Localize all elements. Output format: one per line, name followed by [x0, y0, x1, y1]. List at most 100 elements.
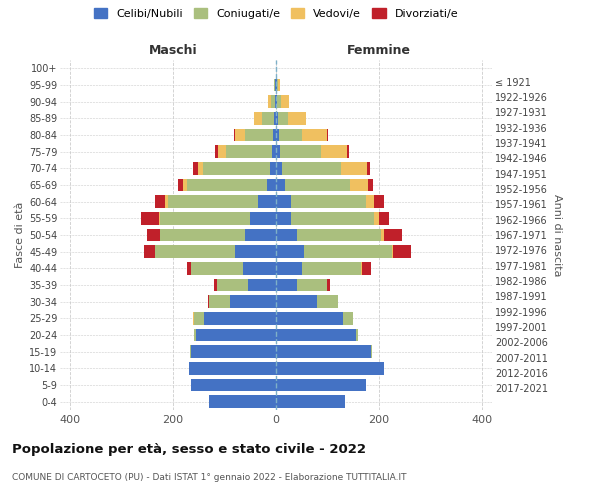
Bar	[191, 379, 276, 391]
Bar	[268, 96, 271, 108]
Bar	[155, 196, 166, 208]
Bar	[147, 229, 160, 241]
Bar	[272, 146, 276, 158]
Bar	[234, 129, 235, 141]
Bar	[194, 329, 196, 341]
Bar	[187, 179, 267, 192]
Bar	[292, 212, 374, 224]
Bar	[193, 162, 198, 174]
Bar	[209, 396, 276, 408]
Bar	[384, 229, 402, 241]
Bar	[274, 79, 275, 92]
Bar	[160, 212, 250, 224]
Bar	[245, 129, 274, 141]
Bar	[276, 279, 296, 291]
Bar	[245, 229, 276, 241]
Bar	[374, 196, 384, 208]
Bar	[183, 179, 187, 192]
Bar	[276, 229, 296, 241]
Bar	[276, 329, 356, 341]
Bar	[235, 129, 245, 141]
Bar	[276, 246, 304, 258]
Bar	[392, 246, 393, 258]
Bar	[188, 362, 276, 374]
Bar	[155, 246, 235, 258]
Bar	[382, 229, 384, 241]
Bar	[362, 262, 371, 274]
Bar	[285, 179, 350, 192]
Bar	[276, 312, 343, 324]
Bar	[248, 279, 276, 291]
Bar	[278, 129, 302, 141]
Bar	[194, 312, 204, 324]
Bar	[191, 262, 242, 274]
Bar	[193, 312, 194, 324]
Bar	[276, 179, 285, 192]
Bar	[230, 296, 276, 308]
Bar	[281, 96, 289, 108]
Bar	[276, 362, 384, 374]
Bar	[208, 296, 209, 308]
Bar	[214, 279, 217, 291]
Bar	[190, 346, 191, 358]
Bar	[271, 96, 275, 108]
Bar	[292, 196, 366, 208]
Bar	[296, 279, 328, 291]
Bar	[168, 196, 258, 208]
Legend: Celibi/Nubili, Coniugati/e, Vedovi/e, Divorziati/e: Celibi/Nubili, Coniugati/e, Vedovi/e, Di…	[94, 8, 458, 19]
Bar	[350, 179, 368, 192]
Bar	[341, 162, 367, 174]
Bar	[215, 146, 218, 158]
Bar	[276, 379, 366, 391]
Bar	[361, 262, 362, 274]
Bar	[304, 246, 392, 258]
Bar	[178, 179, 183, 192]
Bar	[242, 262, 276, 274]
Bar	[302, 262, 361, 274]
Bar	[276, 346, 371, 358]
Bar	[371, 346, 372, 358]
Bar	[145, 246, 155, 258]
Bar	[328, 279, 330, 291]
Bar	[278, 112, 288, 124]
Bar	[226, 146, 272, 158]
Bar	[276, 112, 278, 124]
Bar	[296, 229, 382, 241]
Bar	[366, 196, 374, 208]
Bar	[282, 162, 341, 174]
Bar	[280, 146, 321, 158]
Bar	[191, 346, 276, 358]
Bar	[159, 212, 160, 224]
Bar	[160, 229, 245, 241]
Bar	[393, 246, 411, 258]
Bar	[270, 162, 276, 174]
Bar	[276, 296, 317, 308]
Bar	[276, 262, 302, 274]
Bar	[203, 162, 270, 174]
Bar	[374, 212, 379, 224]
Bar	[218, 146, 226, 158]
Y-axis label: Fasce di età: Fasce di età	[14, 202, 25, 268]
Bar	[276, 212, 292, 224]
Bar	[278, 79, 280, 92]
Bar	[204, 312, 276, 324]
Bar	[276, 146, 280, 158]
Bar	[302, 129, 328, 141]
Bar	[267, 179, 276, 192]
Bar	[217, 279, 248, 291]
Bar	[368, 179, 373, 192]
Bar	[276, 162, 282, 174]
Bar	[276, 129, 278, 141]
Bar	[276, 96, 277, 108]
Bar	[321, 146, 347, 158]
Bar	[196, 329, 276, 341]
Bar	[198, 162, 203, 174]
Bar	[379, 212, 389, 224]
Text: Maschi: Maschi	[149, 44, 197, 57]
Bar	[277, 79, 278, 92]
Bar	[288, 112, 306, 124]
Bar	[250, 212, 276, 224]
Bar	[367, 162, 370, 174]
Text: Femmine: Femmine	[347, 44, 411, 57]
Text: COMUNE DI CARTOCETO (PU) - Dati ISTAT 1° gennaio 2022 - Elaborazione TUTTITALIA.: COMUNE DI CARTOCETO (PU) - Dati ISTAT 1°…	[12, 472, 407, 482]
